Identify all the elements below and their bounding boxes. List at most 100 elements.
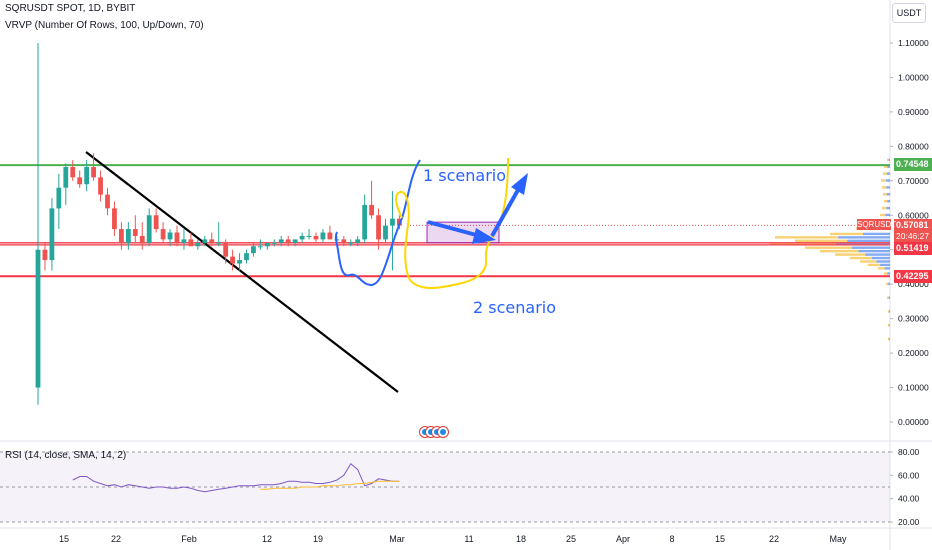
rsi-tick-label: 60.00 [898,470,920,480]
price-tick-label: 0.40000 [898,279,929,289]
time-tick-label: Mar [389,534,405,544]
time-tick-label: 22 [111,534,121,544]
candle-body [251,246,256,254]
price-tick-label: 0.60000 [898,210,929,220]
candle-body [139,235,145,243]
candle-body [146,215,152,243]
candle-body [355,239,361,243]
volume-profile-bar [805,246,852,249]
candle-body [98,177,103,195]
time-tick-label: 15 [715,534,725,544]
volume-profile-bar [883,193,887,196]
volume-profile-bar [888,310,890,313]
candle-body [174,232,180,243]
candle-body [292,239,298,243]
volume-profile-bar [889,324,890,327]
time-tick-label: 18 [516,534,526,544]
time-tick-label: 11 [464,534,473,544]
vrvp-legend: VRVP (Number Of Rows, 100, Up/Down, 70) [5,20,204,31]
time-tick-label: 25 [566,534,576,544]
time-tick-label: Feb [181,534,197,544]
candle-body [271,242,277,244]
arrow-head [511,173,528,195]
volume-profile-bar [888,324,890,327]
volume-profile-bar [880,263,890,267]
volume-profile-bar [886,193,890,196]
volume-profile-bar [865,253,890,256]
rsi-tick-label: 80.00 [898,447,920,457]
volume-profile-bar [795,239,848,243]
volume-profile-bar [887,296,889,299]
candle-body [105,194,110,209]
volume-profile-bar [887,165,890,168]
rsi-legend: RSI (14, close, SMA, 14, 2) [5,450,127,461]
volume-profile-bar [888,296,890,299]
price-tick-label: 1.00000 [898,72,929,82]
rsi-tick-label: 40.00 [898,494,920,504]
candle-body [188,239,194,247]
symbol-tag: SQRUSDT [857,219,897,230]
rsi-line [72,462,400,493]
red-level-1-price-label: 0.51419 [894,242,932,255]
volume-profile-bar [888,158,890,162]
volume-profile-bar [863,232,890,236]
candle-body [313,235,319,240]
candles [35,43,402,405]
currency-button[interactable]: USDT [892,3,926,23]
volume-profile-bar [886,186,890,189]
event-flag-icon [440,429,446,435]
volume-profile-bar [883,172,887,175]
candle-body [223,242,229,257]
volume-profile-bar [820,249,859,253]
candle-body [84,167,90,185]
volume-profile-bar [887,272,890,275]
candle-body [42,249,48,261]
volume-profile-bar [880,213,886,217]
volume-profile-bar [860,260,877,263]
volume-profile-bar [884,272,888,275]
rsi-tick-label: 20.00 [898,517,920,527]
volume-profile-bar [882,186,887,189]
volume-profile-bar [872,256,890,260]
candle-body [195,242,201,247]
time-tick-label: Apr [616,534,630,544]
volume-profile-bar [886,282,889,286]
volume-profile-bar [889,310,890,313]
candle-body [202,239,208,243]
volume-profile-bar [882,206,887,210]
volume-profile-bar [887,158,889,162]
arrow-head [472,228,496,244]
volume-profile [770,158,890,341]
candle-body [119,229,124,243]
candle-body [369,204,374,216]
volume-profile-bar [838,236,890,239]
candle-body [341,239,347,243]
candle-body [216,242,222,244]
volume-profile-bar [830,232,863,236]
volume-profile-bar [888,337,890,341]
bar-countdown: 20:46:27 [894,231,932,242]
time-tick-label: 19 [313,534,323,544]
volume-profile-bar [886,206,890,210]
price-tick-label: 1.10000 [898,38,929,48]
scenario-2-label: 2 scenario [473,298,556,317]
candle-body [244,253,249,261]
time-tick-label: 15 [59,534,69,544]
candle-body [56,187,62,209]
candle-body [70,167,76,178]
candle-body [320,232,326,240]
candle-body [264,242,270,247]
volume-profile-bar [889,337,890,341]
volume-profile-bar [885,179,890,182]
current-price-label: 0.57081 [894,219,932,232]
candle-body [63,167,69,188]
candle-body [362,204,368,240]
volume-profile-bar [887,199,890,203]
volume-profile-bar [858,249,890,253]
rsi-ma-line [260,480,400,490]
price-tick-label: 0.90000 [898,107,929,117]
volume-profile-bar [881,179,886,182]
price-tick-label: 0.10000 [898,383,929,393]
volume-profile-bar [884,267,890,270]
